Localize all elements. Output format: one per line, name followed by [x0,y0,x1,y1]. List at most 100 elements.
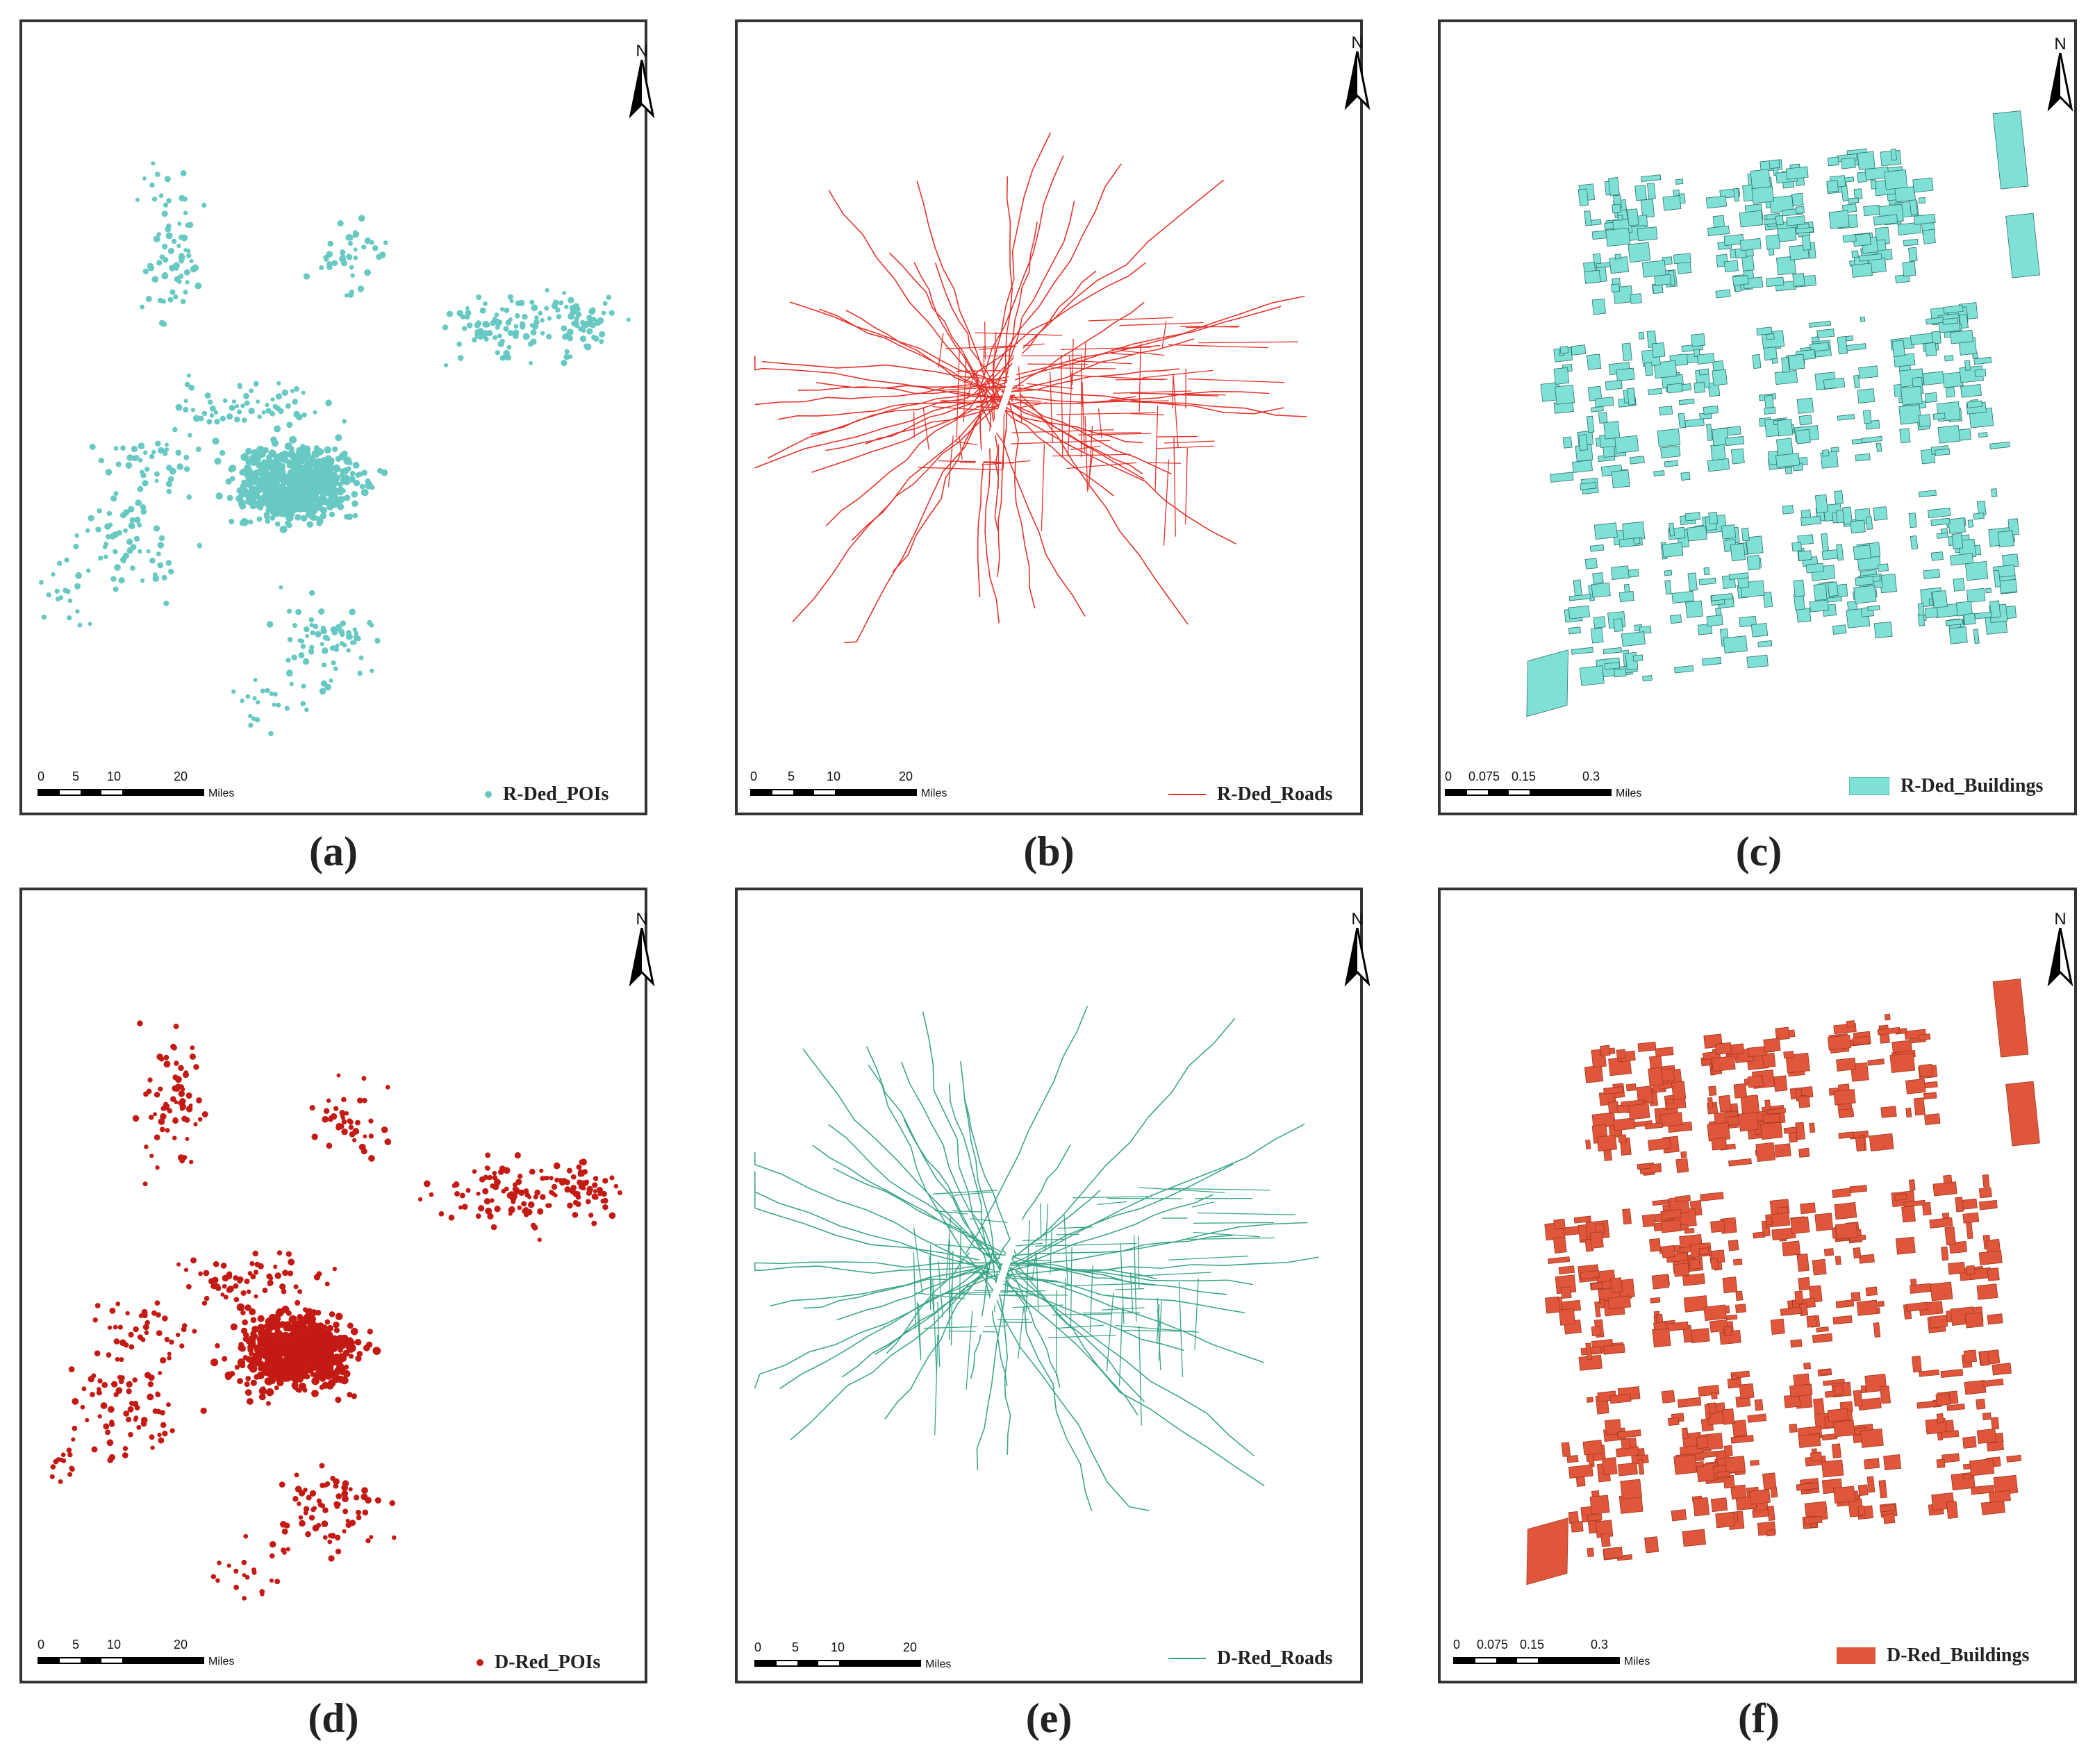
poi-point [342,1349,350,1357]
road-segment [1045,1204,1049,1252]
poi-point [389,1500,396,1506]
poi-point [354,631,358,635]
poi-point [301,390,306,395]
poi-point [465,1188,471,1193]
building [1770,1487,1778,1498]
building [1621,1099,1643,1107]
building [1684,1227,1695,1234]
building [1584,1065,1604,1083]
poi-point [274,1272,281,1279]
poi-point [356,1097,363,1104]
poi-point [357,285,365,292]
poi-point [281,497,287,504]
legend-label: D-Red_Roads [1217,1647,1333,1669]
poi-point [214,418,220,425]
building [1752,354,1762,369]
road-segment [754,1179,979,1260]
poi-point [77,622,83,628]
poi-point [332,1267,337,1272]
road-segment [956,349,960,438]
building [1842,506,1853,525]
poi-point [273,461,280,467]
road-segment [950,1251,954,1346]
poi-point [279,1481,285,1488]
poi-point [472,1169,477,1174]
poi-point [160,1357,167,1364]
poi-point [73,543,79,550]
poi-point [313,1343,321,1351]
poi-point [163,202,169,208]
poi-point [278,475,283,481]
building [1940,528,1948,534]
poi-point [184,381,190,388]
building [1675,1158,1689,1173]
building [1612,203,1621,214]
poi-point [276,504,282,510]
poi-point [372,1347,381,1355]
poi-point [119,1357,124,1363]
poi-point [564,1179,570,1185]
poi-point [157,1432,162,1438]
road-segment [959,1227,961,1299]
poi-point [349,1520,356,1526]
building [1749,1459,1759,1466]
poi-point [329,1533,336,1539]
poi-point [547,316,552,321]
poi-point [142,1324,149,1331]
poi-point [85,1417,90,1423]
poi-point [268,1276,274,1281]
poi-point [185,1092,192,1099]
poi-point [332,446,338,452]
road-segment [934,1335,938,1436]
building [1964,1312,1984,1329]
poi-point [58,1479,63,1484]
poi-point [331,501,338,508]
building [1973,629,1980,644]
building [1684,418,1705,428]
poi-point [126,538,133,545]
road-segment [770,1260,996,1307]
road-segment [1129,392,1226,396]
poi-point [381,1126,388,1133]
road-segment [1088,449,1093,484]
building [1852,1035,1870,1046]
road-segment [963,263,1146,383]
poi-point [324,488,329,493]
poi-point [362,1097,367,1104]
building [1798,1276,1811,1291]
building [1917,603,1925,616]
poi-point [236,1303,245,1312]
building [1607,1295,1632,1310]
road-segment [997,389,1007,578]
road-segment [812,1145,1000,1255]
building [1763,347,1778,361]
road-segment [901,1061,1000,1272]
building [1735,1290,1744,1301]
poi-point [290,454,296,460]
poi-point [333,476,340,482]
building [1901,1205,1916,1223]
building [1585,1139,1591,1150]
building [1850,519,1866,534]
poi-point [297,1340,304,1347]
poi-point [285,1351,292,1358]
road-segment [1057,1226,1093,1229]
poi-point [303,481,310,489]
poi-point [292,500,299,507]
building [1966,400,1983,408]
poi-point [265,518,271,524]
building [1823,377,1846,390]
poi-point [585,1199,591,1205]
building [1611,283,1621,293]
road-segment [754,1151,1003,1282]
poi-point [495,324,500,330]
poi-point [165,447,169,452]
building [1841,157,1856,169]
poi-point [260,494,267,502]
building [1698,1247,1709,1256]
poi-point [135,499,142,506]
poi-point [341,1128,348,1135]
building [1756,326,1773,336]
poi-point [249,388,254,394]
poi-point [274,425,281,433]
